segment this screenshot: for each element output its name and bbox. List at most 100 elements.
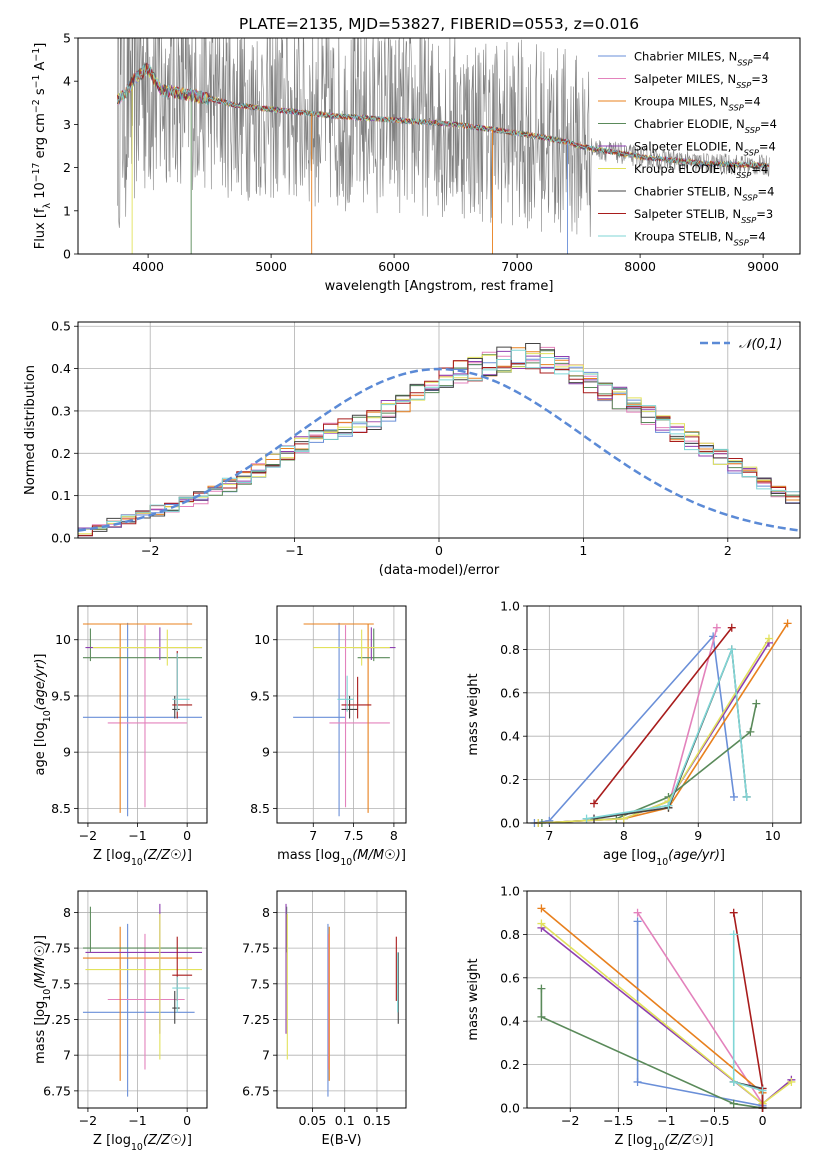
y-tick-label: 0.6 (500, 970, 520, 985)
x-tick-label: −2 (141, 543, 159, 558)
x-tick-label: 0.05 (299, 1113, 327, 1128)
residuals-frame (77, 321, 801, 539)
massweight-line-1 (534, 634, 735, 823)
x-tick-label: −2 (79, 1113, 97, 1128)
x-tick-label: 8 (620, 828, 628, 843)
legend-label: Salpeter MILES, NSSP=3 (634, 72, 768, 90)
spectrum-data-line (117, 38, 770, 237)
massweight_vs_Z-frame (526, 890, 802, 1109)
y-tick-label: 7.25 (43, 1012, 71, 1027)
massweight-marker (664, 801, 673, 810)
y-tick-label: 5 (63, 31, 71, 46)
x-tick-label: 10 (765, 828, 781, 843)
massweight-marker (729, 1077, 738, 1086)
y-tick-label: 0.4 (51, 361, 71, 376)
massweight-marker (712, 623, 721, 632)
y-tick-label: 10 (254, 632, 270, 647)
massweight-marker (729, 908, 738, 917)
x-tick-label: 7 (309, 828, 317, 843)
massweight-marker (537, 904, 546, 913)
age_vs_mass-axes: 7 7.5 8 8.5 9 9.5 10 mass [log10(M/M☉)] (250, 606, 406, 868)
x-axis-label: age [log10(age/yr)] (603, 848, 725, 868)
y-axis-label: Flux [fλ 10−17 erg cm−2 s−1 A−1] (31, 43, 53, 250)
x-tick-label: 6000 (378, 259, 410, 274)
x-tick-label: 8000 (624, 259, 656, 274)
spectrum-title: PLATE=2135, MJD=53827, FIBERID=0553, z=0… (239, 15, 639, 33)
x-tick-label: −0.5 (699, 1113, 729, 1128)
y-tick-label: 0.2 (51, 446, 71, 461)
y-tick-label: 0.4 (500, 1014, 520, 1029)
y-tick-label: 0.2 (500, 772, 520, 787)
massweight-marker (752, 699, 761, 708)
y-tick-label: 8 (63, 905, 71, 920)
x-axis-label: wavelength [Angstrom, rest frame] (325, 279, 554, 294)
spectrum-axes: 4000 5000 6000 7000 8000 9000 0 1 2 3 4 5 wavelength… (31, 31, 780, 295)
y-tick-label: 1 (63, 203, 71, 218)
y-tick-label: 10 (55, 632, 71, 647)
y-tick-label: 9.5 (51, 688, 71, 703)
x-tick-label: 0 (435, 543, 443, 558)
mass_vs_ebv-axes: 0.05 0.1 0.15 6.75 7 7.25 7.5 7.75 8 E(B-V) (242, 891, 406, 1148)
y-axis-label: mass weight (466, 673, 481, 755)
massweight-line-6 (538, 638, 770, 823)
x-tick-label: 0 (183, 1113, 191, 1128)
x-tick-label: −1 (128, 828, 146, 843)
massweight-marker (758, 1086, 767, 1095)
y-tick-label: 2 (63, 160, 71, 175)
legend-label: Chabrier STELIB, NSSP=4 (634, 185, 774, 203)
x-tick-label: −2 (79, 828, 97, 843)
y-tick-label: 8.5 (250, 801, 270, 816)
legend-label: Kroupa STELIB, NSSP=4 (634, 230, 766, 248)
y-tick-label: 0 (63, 247, 71, 262)
x-axis-label: Z [log10(Z/Z☉)] (615, 1133, 714, 1153)
legend-label: Chabrier ELODIE, NSSP=4 (634, 117, 777, 135)
massweight-line-2 (636, 912, 764, 1105)
y-tick-label: 1.0 (500, 599, 520, 614)
y-axis-label: age [log10(age/yr)] (33, 654, 53, 776)
massweight-marker (633, 917, 642, 926)
x-tick-label: 0 (759, 1113, 767, 1128)
massweight-line-1 (636, 921, 764, 1108)
legend-label: 𝒩(0,1) (739, 337, 782, 352)
y-tick-label: 4 (63, 74, 71, 89)
massweight-line-9 (586, 649, 748, 820)
massweight-marker (537, 984, 546, 993)
residuals-axes: −2 −1 0 1 2 0.0 0.1 0.2 0.3 0.4 0.5 (data-model)/er… (23, 319, 800, 578)
x-tick-label: 1 (579, 543, 587, 558)
y-tick-label: 0.1 (51, 488, 71, 503)
y-axis-label: Normed distribution (23, 365, 38, 495)
y-tick-label: 0.0 (500, 1101, 520, 1116)
massweight-marker (729, 792, 738, 801)
x-tick-label: 2 (724, 543, 732, 558)
y-axis-label: mass weight (466, 958, 481, 1040)
massweight-marker (633, 908, 642, 917)
legend-label: Kroupa MILES, NSSP=4 (634, 95, 761, 113)
x-tick-label: −1 (657, 1113, 675, 1128)
x-axis-label: Z [log10(Z/Z☉)] (93, 1133, 192, 1153)
massweight-marker (764, 634, 773, 643)
massweight-line-8 (593, 627, 733, 804)
y-tick-label: 7.75 (242, 941, 270, 956)
x-tick-label: 9 (694, 828, 702, 843)
y-tick-label: 9.5 (250, 688, 270, 703)
x-tick-label: 8 (390, 828, 398, 843)
massweight-marker (742, 792, 751, 801)
massweight-line-8 (732, 912, 764, 1108)
massweight-marker (787, 1077, 796, 1086)
spectrum-legend: Chabrier MILES, NSSP=4 Salpeter MILES, NS… (598, 50, 777, 248)
residuals-legend: 𝒩(0,1) (700, 337, 782, 352)
massweight-marker (727, 645, 736, 654)
y-tick-label: 7.25 (242, 1012, 270, 1027)
y-tick-label: 6.75 (242, 1083, 270, 1098)
y-tick-label: 7 (63, 1048, 71, 1063)
y-tick-label: 1.0 (500, 884, 520, 899)
y-tick-label: 0.4 (500, 729, 520, 744)
legend-label: Salpeter ELODIE, NSSP=4 (634, 140, 776, 158)
x-tick-label: −1.5 (603, 1113, 633, 1128)
y-tick-label: 0.8 (500, 927, 520, 942)
age_vs_Z-axes: −2 −1 0 8.5 9 9.5 10 Z [log10(Z/Z☉)] age [log10(… (33, 606, 207, 868)
x-tick-label: 0.15 (363, 1113, 391, 1128)
x-axis-label: mass [log10(M/M☉)] (277, 848, 406, 868)
massweight-line-4 (540, 988, 763, 1108)
y-tick-label: 8 (262, 905, 270, 920)
